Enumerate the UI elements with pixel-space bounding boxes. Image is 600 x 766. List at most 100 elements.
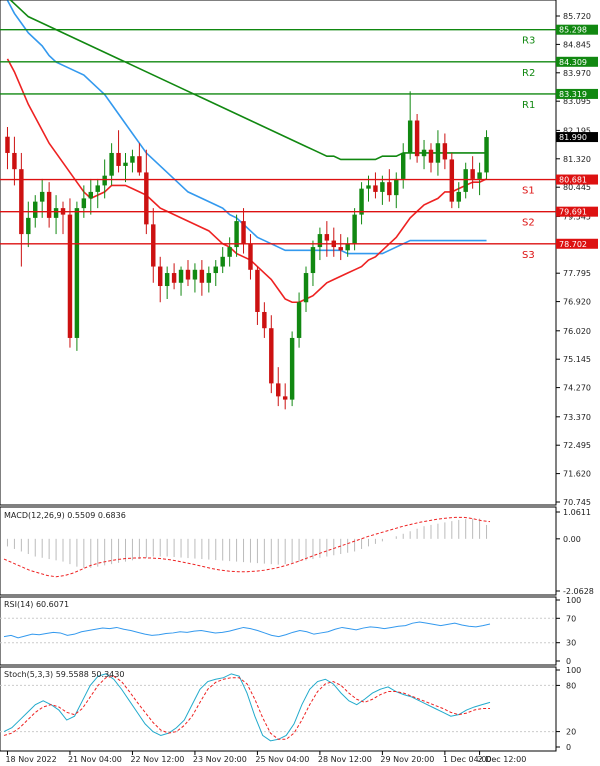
candle-body (407, 120, 413, 153)
candle-body (12, 152, 17, 170)
candle-body (380, 182, 385, 192)
ma-slow-line (9, 0, 487, 161)
stoch-label: Stoch(5,3,3) 59.5588 50.3430 (4, 670, 124, 679)
y-axis-tick-label: 82.195 (563, 126, 591, 135)
candle-body (456, 191, 461, 202)
x-axis-tick-label: 1 Dec 04:00 (443, 755, 492, 764)
x-axis-tick-label: 29 Nov 20:00 (380, 755, 434, 764)
candle-body (74, 208, 80, 338)
stoch-d-line (3, 675, 490, 740)
candle-body (171, 273, 177, 283)
candle-body (39, 191, 45, 202)
candle-body (227, 247, 232, 257)
candle-body (449, 159, 455, 202)
candle-body (324, 234, 330, 241)
candle-body (67, 214, 73, 338)
last-price-tag (556, 132, 598, 143)
x-axis-tick-label: 21 Nov 04:00 (68, 755, 122, 764)
rsi-line (3, 621, 491, 639)
y-axis-tick-label: 81.320 (563, 155, 591, 164)
y-axis-tick-label: 70.745 (563, 498, 591, 507)
candle-body (26, 217, 31, 235)
x-axis-tick-label: 18 Nov 2022 (5, 755, 56, 764)
candle-body (123, 162, 128, 166)
candle-body (213, 266, 218, 274)
candle-body (477, 172, 482, 179)
rsi-panel-frame (0, 596, 557, 666)
rsi-tick-label: 100 (566, 596, 581, 605)
candle-body (102, 175, 107, 186)
x-axis-tick-label: 22 Nov 12:00 (130, 755, 184, 764)
level-price-tag (556, 206, 598, 217)
candle-body (317, 234, 323, 248)
candle-body (359, 188, 364, 215)
x-axis-tick-label: 28 Nov 12:00 (318, 755, 372, 764)
y-axis-tick-label: 80.445 (563, 183, 591, 192)
rsi-tick-label: 30 (566, 639, 576, 648)
candle-body (262, 311, 267, 329)
candle-body (282, 396, 288, 400)
stoch-tick-label: 20 (566, 728, 576, 737)
candle-body (95, 185, 100, 192)
candle-body (5, 136, 10, 153)
stoch-panel-frame (0, 666, 557, 752)
candle-body (352, 214, 357, 244)
level-name-s1: S1 (522, 186, 535, 197)
ma-fast-line (6, 58, 487, 304)
candle-body (137, 156, 142, 173)
y-axis-tick-label: 73.370 (563, 413, 591, 422)
candle-body (442, 143, 448, 160)
y-axis-tick-label: 77.795 (563, 269, 591, 278)
candle-body (164, 273, 170, 287)
y-axis-tick-label: 71.620 (563, 470, 591, 479)
level-price-label: 85.298 (559, 26, 587, 35)
main-panel-frame (0, 0, 557, 506)
stoch-k-line (3, 673, 491, 742)
y-axis-tick-label: 76.920 (563, 298, 591, 307)
candle-body (366, 185, 371, 189)
level-name-r3: R3 (522, 36, 535, 47)
level-price-tag (556, 24, 598, 35)
candle-body (241, 221, 246, 244)
stoch-tick-label: 80 (566, 681, 576, 690)
last-price-label: 81.990 (559, 133, 587, 142)
candle-body (470, 169, 475, 179)
macd-tick-label: 1.0611 (563, 508, 591, 517)
candle-body (178, 269, 184, 283)
rsi-label: RSI(14) 60.6071 (4, 600, 69, 609)
candle-body (33, 201, 38, 218)
candle-body (428, 149, 434, 163)
level-price-tag (556, 238, 598, 249)
y-axis-tick-label: 74.270 (563, 384, 591, 393)
candle-body (394, 178, 399, 196)
candle-body (157, 266, 163, 287)
candle-body (421, 149, 427, 157)
macd-signal-line (3, 516, 491, 578)
level-price-label: 83.319 (559, 90, 587, 99)
macd-label: MACD(12,26,9) 0.5509 0.6836 (4, 511, 126, 520)
y-axis-tick-label: 84.845 (563, 40, 591, 49)
level-price-label: 79.691 (559, 208, 587, 217)
macd-tick-label: -2.0628 (563, 587, 594, 596)
candle-body (296, 302, 302, 338)
candle-body (46, 191, 52, 218)
level-price-tag (556, 56, 598, 67)
candle-body (414, 120, 420, 157)
level-price-label: 80.681 (559, 176, 587, 185)
candle-body (185, 269, 191, 280)
y-axis-tick-label: 75.145 (563, 355, 591, 364)
level-price-tag (556, 88, 598, 99)
x-axis-tick-label: 23 Nov 20:00 (193, 755, 247, 764)
candle-body (255, 269, 260, 312)
candle-body (199, 269, 205, 283)
x-axis-tick-label: 2 Dec 12:00 (478, 755, 527, 764)
rsi-tick-label: 0 (566, 657, 571, 666)
candle-body (387, 182, 392, 196)
y-axis-tick-label: 72.495 (563, 441, 591, 450)
candle-body (53, 208, 59, 218)
candle-body (151, 224, 156, 267)
candle-body (220, 256, 225, 267)
level-name-s2: S2 (522, 218, 535, 229)
candle-body (463, 169, 468, 192)
